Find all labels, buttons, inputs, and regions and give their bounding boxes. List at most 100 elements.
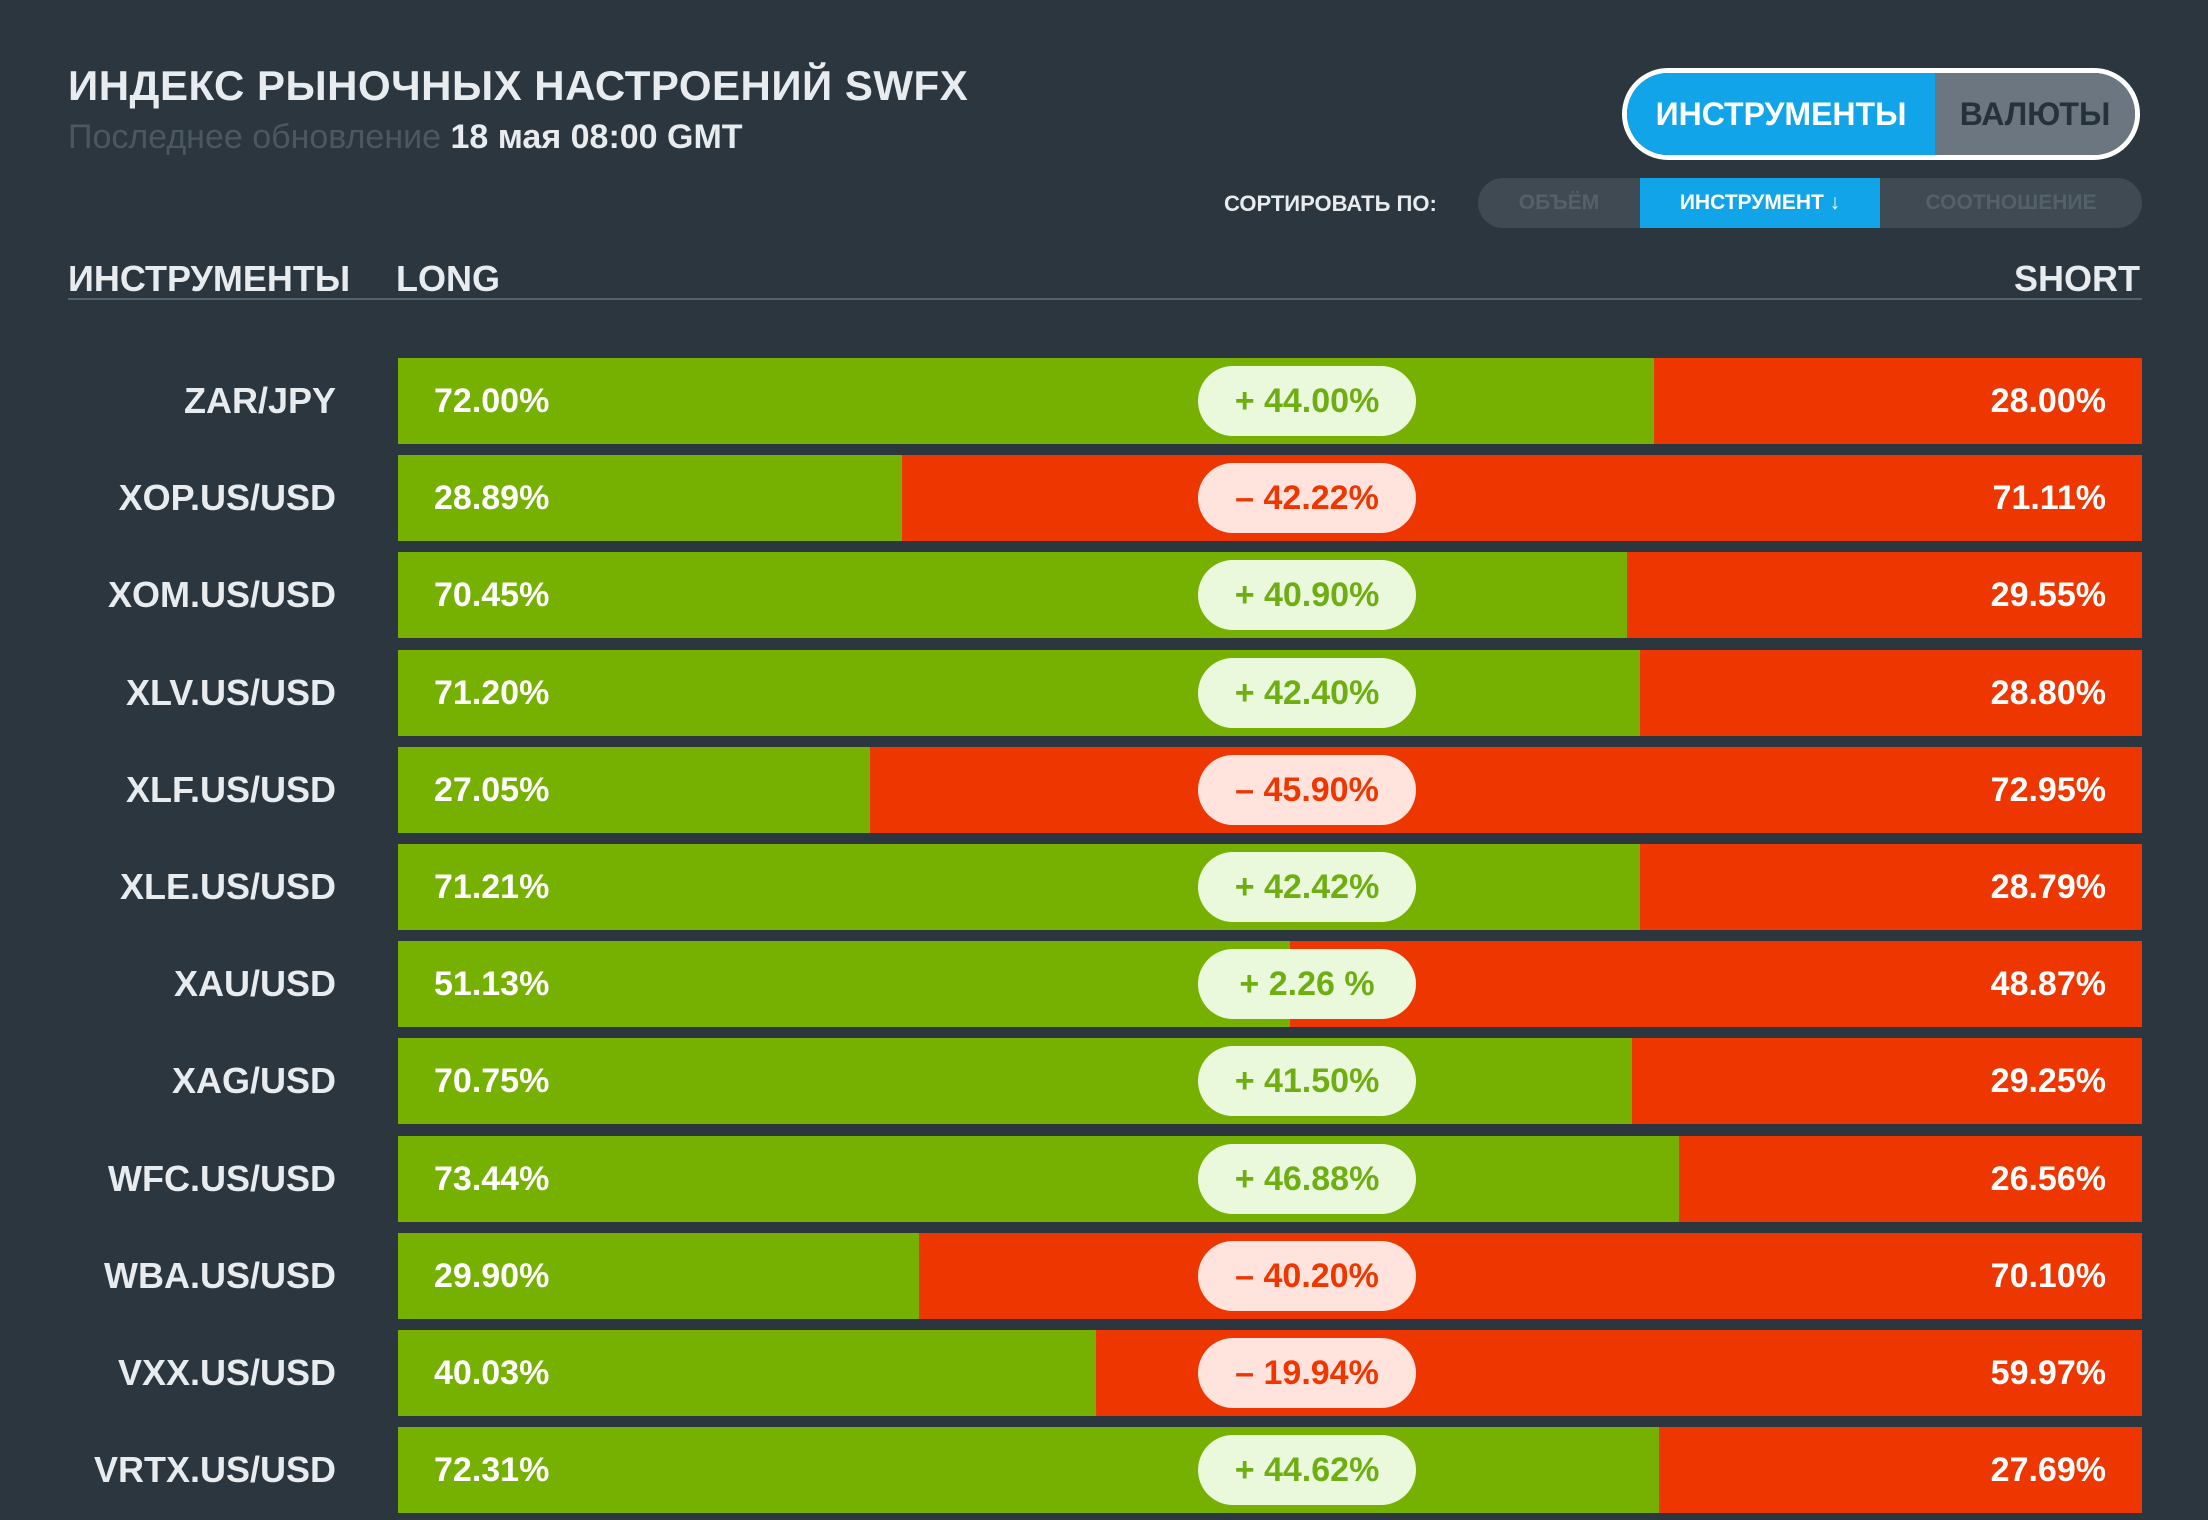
sentiment-bar: 51.13% + 2.26 % 48.87%	[398, 941, 2142, 1027]
short-percent: 48.87%	[1990, 965, 2106, 1003]
sentiment-bar: 40.03% – 19.94% 59.97%	[398, 1330, 2142, 1416]
long-fill	[398, 844, 1640, 930]
sort-label: СОРТИРОВАТЬ ПО:	[1224, 191, 1437, 216]
table-row[interactable]: ZAR/JPY 72.00% + 44.00% 28.00%	[0, 358, 2208, 444]
long-percent: 29.90%	[434, 1257, 550, 1295]
long-percent: 71.21%	[434, 868, 550, 906]
instrument-name: VRTX.US/USD	[93, 1449, 336, 1490]
instrument-name: XLV.US/USD	[125, 672, 336, 713]
difference-badge: + 44.62%	[1198, 1435, 1416, 1505]
difference-badge: + 40.90%	[1198, 560, 1416, 630]
long-fill	[398, 358, 1654, 444]
column-header-short: SHORT	[2014, 258, 2140, 299]
instrument-name: VXX.US/USD	[117, 1352, 336, 1393]
instrument-name: XAU/USD	[173, 963, 336, 1004]
difference-badge: + 42.42%	[1198, 852, 1416, 922]
table-row[interactable]: WBA.US/USD 29.90% – 40.20% 70.10%	[0, 1233, 2208, 1319]
long-fill	[398, 650, 1640, 736]
long-fill	[398, 941, 1290, 1027]
long-percent: 70.75%	[434, 1062, 550, 1100]
table-row[interactable]: XLF.US/USD 27.05% – 45.90% 72.95%	[0, 747, 2208, 833]
long-percent: 72.00%	[434, 382, 550, 420]
table-row[interactable]: XOP.US/USD 28.89% – 42.22% 71.11%	[0, 455, 2208, 541]
short-percent: 59.97%	[1990, 1354, 2106, 1392]
short-percent: 27.69%	[1990, 1451, 2106, 1489]
sentiment-bar: 29.90% – 40.20% 70.10%	[398, 1233, 2142, 1319]
header-divider	[68, 298, 2142, 300]
sentiment-bar: 71.20% + 42.40% 28.80%	[398, 650, 2142, 736]
long-fill	[398, 552, 1627, 638]
sort-options: ОБЪЁМ ИНСТРУМЕНТ ↓ СООТНОШЕНИЕ	[1478, 178, 2142, 228]
long-fill	[398, 1038, 1632, 1124]
long-fill	[398, 1136, 1679, 1222]
instrument-name: WBA.US/USD	[104, 1255, 336, 1296]
difference-badge: – 19.94%	[1198, 1338, 1416, 1408]
difference-badge: + 42.40%	[1198, 658, 1416, 728]
difference-badge: + 44.00%	[1198, 366, 1416, 436]
long-percent: 72.31%	[434, 1451, 550, 1489]
table-row[interactable]: WFC.US/USD 73.44% + 46.88% 26.56%	[0, 1136, 2208, 1222]
short-percent: 28.80%	[1990, 674, 2106, 712]
sentiment-bar: 27.05% – 45.90% 72.95%	[398, 747, 2142, 833]
short-percent: 28.00%	[1990, 382, 2106, 420]
long-percent: 27.05%	[434, 771, 550, 809]
mode-toggle: ИНСТРУМЕНТЫ ВАЛЮТЫ	[1622, 68, 2140, 160]
sort-by-instrument-button[interactable]: ИНСТРУМЕНТ ↓	[1640, 178, 1880, 228]
difference-badge: + 2.26 %	[1198, 949, 1416, 1019]
difference-badge: + 41.50%	[1198, 1046, 1416, 1116]
sentiment-bar: 71.21% + 42.42% 28.79%	[398, 844, 2142, 930]
table-row[interactable]: XAG/USD 70.75% + 41.50% 29.25%	[0, 1038, 2208, 1124]
short-percent: 71.11%	[1992, 479, 2106, 517]
sentiment-bar: 73.44% + 46.88% 26.56%	[398, 1136, 2142, 1222]
instrument-name: XLF.US/USD	[125, 769, 336, 810]
table-row[interactable]: XLE.US/USD 71.21% + 42.42% 28.79%	[0, 844, 2208, 930]
long-fill	[398, 1330, 1096, 1416]
table-row[interactable]: VXX.US/USD 40.03% – 19.94% 59.97%	[0, 1330, 2208, 1416]
long-percent: 71.20%	[434, 674, 550, 712]
difference-badge: – 42.22%	[1198, 463, 1416, 533]
last-update-value: 18 мая 08:00 GMT	[450, 118, 743, 156]
instrument-name: WFC.US/USD	[108, 1158, 336, 1199]
sentiment-bar: 70.75% + 41.50% 29.25%	[398, 1038, 2142, 1124]
short-percent: 72.95%	[1990, 771, 2106, 809]
difference-badge: – 45.90%	[1198, 755, 1416, 825]
long-percent: 51.13%	[434, 965, 550, 1003]
short-percent: 29.25%	[1990, 1062, 2106, 1100]
instrument-name: XAG/USD	[171, 1060, 336, 1101]
short-percent: 29.55%	[1990, 576, 2106, 614]
sentiment-bar: 72.31% + 44.62% 27.69%	[398, 1427, 2142, 1513]
long-fill	[398, 1233, 919, 1319]
page-title: ИНДЕКС РЫНОЧНЫХ НАСТРОЕНИЙ SWFX	[68, 62, 969, 109]
table-row[interactable]: XLV.US/USD 71.20% + 42.40% 28.80%	[0, 650, 2208, 736]
sort-by-ratio-button[interactable]: СООТНОШЕНИЕ	[1925, 191, 2097, 214]
last-update: Последнее обновление 18 мая 08:00 GMT	[68, 118, 743, 157]
short-percent: 28.79%	[1990, 868, 2106, 906]
last-update-label: Последнее обновление	[68, 118, 442, 156]
tab-currencies[interactable]: ВАЛЮТЫ	[1935, 73, 2135, 155]
sentiment-bar: 28.89% – 42.22% 71.11%	[398, 455, 2142, 541]
instrument-name: XLE.US/USD	[119, 866, 336, 907]
long-fill	[398, 1427, 1659, 1513]
long-fill	[398, 747, 870, 833]
difference-badge: – 40.20%	[1198, 1241, 1416, 1311]
short-percent: 70.10%	[1990, 1257, 2106, 1295]
instrument-name: XOP.US/USD	[118, 477, 336, 518]
table-row[interactable]: VRTX.US/USD 72.31% + 44.62% 27.69%	[0, 1427, 2208, 1513]
sentiment-bar: 72.00% + 44.00% 28.00%	[398, 358, 2142, 444]
long-percent: 70.45%	[434, 576, 550, 614]
column-header-instruments: ИНСТРУМЕНТЫ	[68, 258, 351, 299]
tab-instruments[interactable]: ИНСТРУМЕНТЫ	[1627, 73, 1935, 155]
difference-badge: + 46.88%	[1198, 1144, 1416, 1214]
long-percent: 73.44%	[434, 1160, 550, 1198]
table-row[interactable]: XAU/USD 51.13% + 2.26 % 48.87%	[0, 941, 2208, 1027]
long-percent: 28.89%	[434, 479, 550, 517]
sort-by-volume-button[interactable]: ОБЪЁМ	[1518, 191, 1600, 214]
sentiment-bar: 70.45% + 40.90% 29.55%	[398, 552, 2142, 638]
long-fill	[398, 455, 902, 541]
short-percent: 26.56%	[1990, 1160, 2106, 1198]
instrument-name: ZAR/JPY	[183, 380, 336, 421]
table-row[interactable]: XOM.US/USD 70.45% + 40.90% 29.55%	[0, 552, 2208, 638]
long-percent: 40.03%	[434, 1354, 550, 1392]
column-header-long: LONG	[396, 258, 500, 299]
